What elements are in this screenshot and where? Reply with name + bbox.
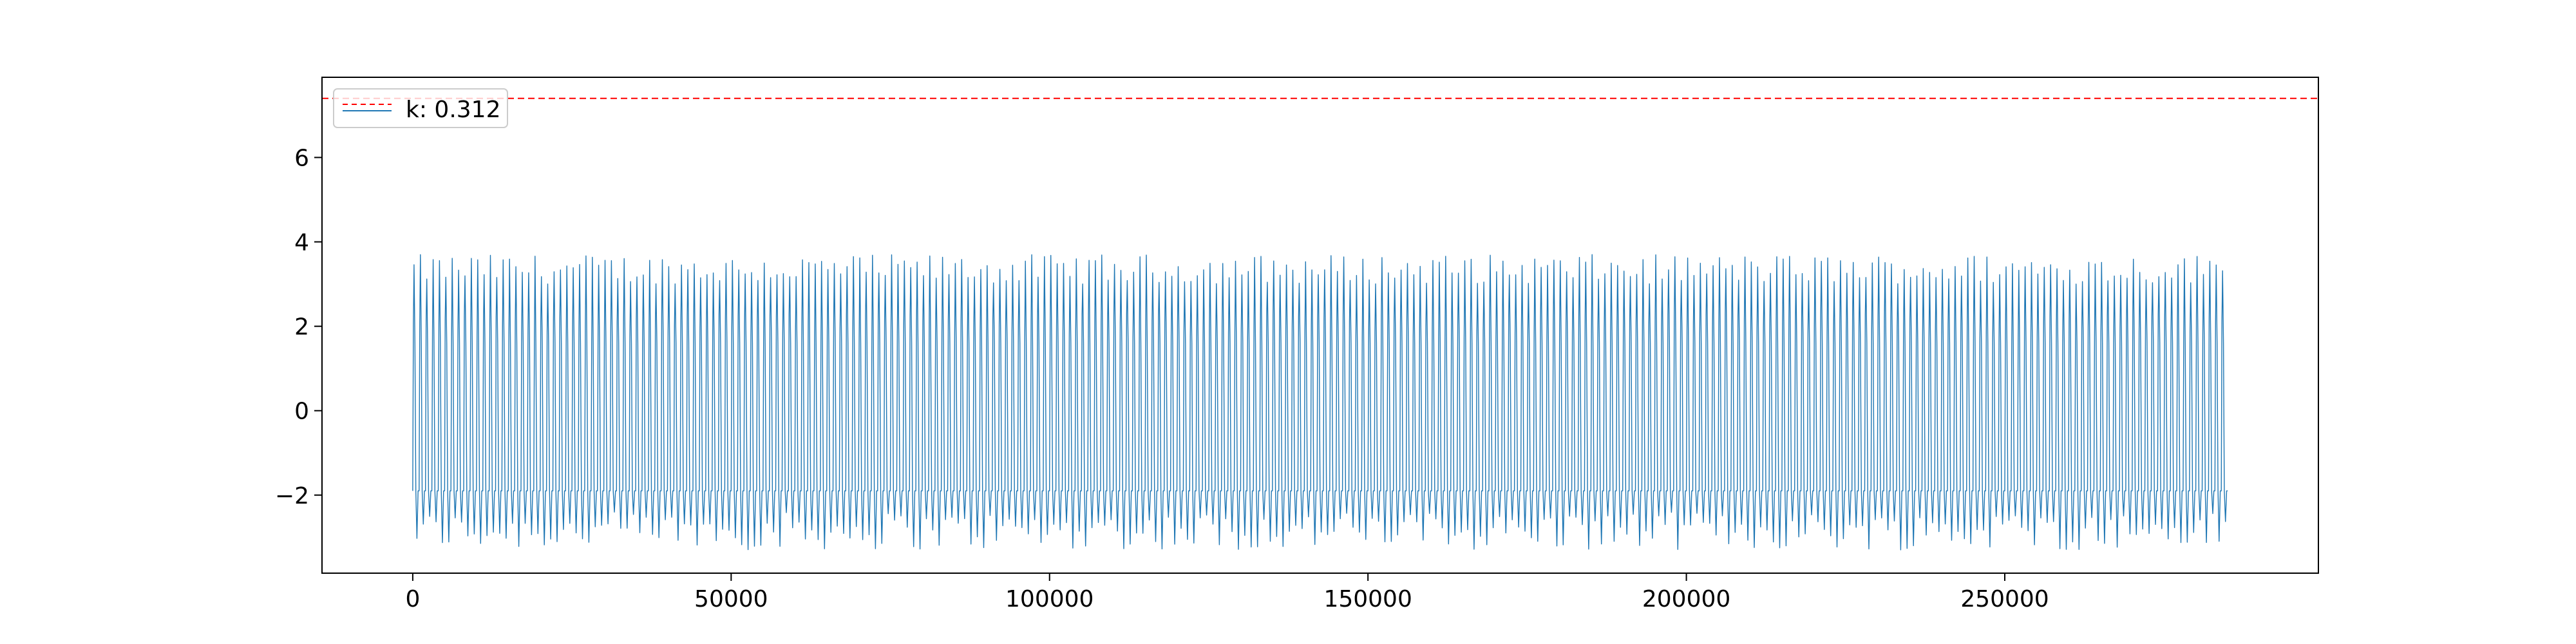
x-tick-label: 50000 [694, 586, 768, 612]
y-tick-label: 4 [294, 230, 309, 256]
series-layer [412, 254, 2228, 551]
legend-label: k: 0.312 [406, 97, 500, 123]
x-tick-label: 250000 [1960, 586, 2049, 612]
series-line [412, 254, 2228, 551]
x-tick-label: 0 [405, 586, 420, 612]
legend: k: 0.312 [333, 88, 508, 128]
x-tick-label: 150000 [1323, 586, 1412, 612]
y-axis-ticks: −2 0 2 4 6 [275, 146, 322, 509]
legend-box [333, 88, 508, 128]
x-tick-label: 100000 [1005, 586, 1094, 612]
x-tick-label: 200000 [1642, 586, 1730, 612]
x-axis-ticks: 0 50000 100000 150000 200000 250000 [405, 573, 2049, 612]
y-tick-label: 0 [294, 399, 309, 425]
plot-frame [321, 77, 2319, 574]
y-tick-label: 6 [294, 146, 309, 172]
y-tick-label: 2 [294, 314, 309, 341]
y-tick-label: −2 [275, 483, 309, 509]
